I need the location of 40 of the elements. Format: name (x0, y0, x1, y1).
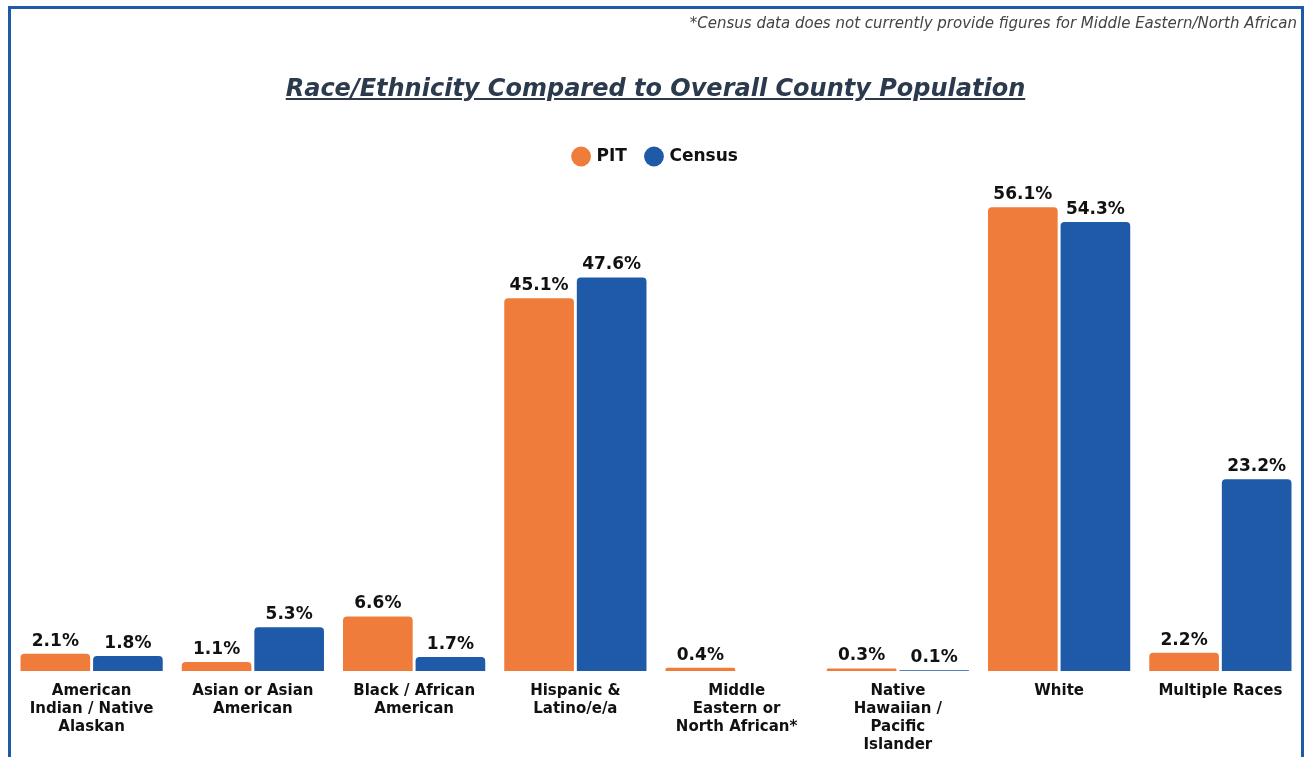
chart-title: Race/Ethnicity Compared to Overall County Population (284, 74, 1027, 102)
bar (1060, 222, 1131, 671)
bar (665, 667, 736, 671)
bar (93, 656, 163, 671)
data-label: 47.6% (582, 253, 642, 274)
data-label: 0.4% (676, 643, 724, 664)
bar (1149, 652, 1219, 671)
data-label: 23.2% (1227, 455, 1287, 476)
bar (988, 207, 1058, 671)
x-tick-label: White (1034, 680, 1084, 699)
bar (20, 653, 91, 671)
bar (343, 616, 413, 671)
x-tick-label: Native Hawaiian / Pacific Islander (853, 680, 943, 753)
data-label: 1.1% (193, 637, 241, 658)
data-label: 0.1% (910, 646, 958, 667)
data-label: 2.1% (31, 629, 79, 650)
bar (504, 298, 574, 671)
bar (254, 627, 324, 671)
x-tick-label: Hispanic & Latino/e/a (530, 680, 621, 717)
bar (1221, 479, 1292, 671)
text: *Census data does not currently provide figures for Middle Eastern/North African (689, 14, 1297, 32)
data-label: 2.2% (1160, 628, 1208, 649)
bar (415, 656, 486, 671)
x-tick-label: Multiple Races (1158, 680, 1283, 699)
data-label: 0.3% (838, 644, 886, 665)
bar (576, 277, 647, 671)
x-tick-label: Asian or Asian American (192, 680, 314, 717)
legend-label: PIT (596, 144, 628, 165)
bar (181, 661, 252, 671)
x-tick-label: Black / African American (353, 680, 476, 717)
data-label: 6.6% (354, 592, 402, 613)
data-label: 5.3% (265, 603, 313, 624)
data-label: 54.3% (1065, 198, 1125, 219)
x-tick-label: American Indian / Native Alaskan (29, 680, 154, 735)
data-label: 1.7% (426, 632, 474, 653)
data-label: 56.1% (993, 183, 1053, 204)
data-label: 1.8% (104, 632, 152, 653)
legend-label: Census (669, 144, 738, 165)
data-label: 45.1% (509, 274, 569, 295)
x-tick-label: Middle Eastern or North African* (675, 680, 798, 735)
